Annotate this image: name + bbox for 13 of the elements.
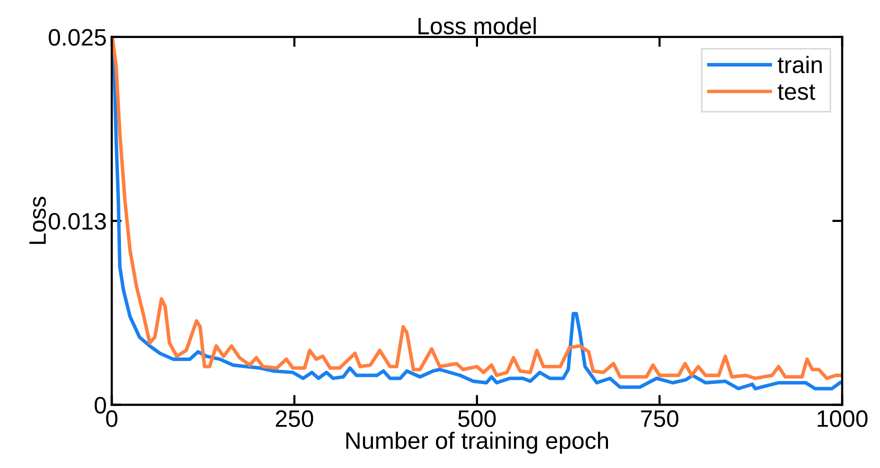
x-tick-label: 500 bbox=[458, 410, 496, 428]
y-tick-label: 0 bbox=[94, 396, 106, 414]
legend-label: train bbox=[778, 56, 822, 74]
x-tick-label: 250 bbox=[276, 410, 314, 428]
x-tick-label: 0 bbox=[106, 410, 118, 428]
x-tick-label: 1000 bbox=[818, 410, 868, 428]
x-tick-label: 750 bbox=[641, 410, 678, 428]
chart-title: Loss model bbox=[418, 17, 536, 34]
legend-label: test bbox=[778, 84, 816, 100]
y-tick-label: 0.013 bbox=[48, 212, 106, 230]
x-axis-title: Number of training epoch bbox=[346, 432, 608, 454]
y-axis-title: Loss bbox=[29, 196, 46, 244]
y-tick-label: 0.025 bbox=[48, 29, 106, 46]
